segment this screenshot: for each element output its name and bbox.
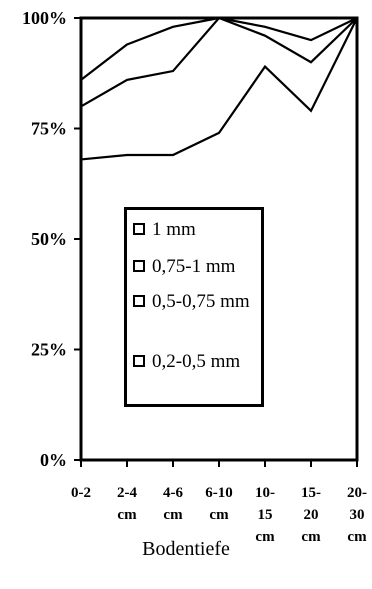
y-tick-label: 100% bbox=[22, 8, 67, 28]
legend-item: 0,75-1 mm bbox=[133, 255, 256, 278]
legend-item: 0,5-0,75 mm bbox=[133, 290, 256, 313]
x-tick-label: 4-6 cm bbox=[163, 485, 183, 523]
y-tick-label: 25% bbox=[31, 340, 67, 360]
legend-label: 0,2-0,5 mm bbox=[152, 351, 241, 372]
legend-item: 1 mm bbox=[133, 218, 256, 241]
legend-item: 0,2-0,5 mm bbox=[133, 350, 256, 373]
legend-swatch-icon bbox=[133, 355, 145, 367]
x-tick-label: 6-10 cm bbox=[205, 485, 233, 523]
legend-label: 0,75-1 mm bbox=[152, 256, 236, 277]
legend-label: 1 mm bbox=[152, 219, 196, 240]
x-tick-label: 0-2 bbox=[71, 485, 91, 501]
y-tick-label: 0% bbox=[40, 450, 67, 470]
x-tick-label: 15-20 cm bbox=[301, 485, 321, 545]
legend-swatch-icon bbox=[133, 295, 145, 307]
x-tick-label: 10-15 cm bbox=[255, 485, 275, 545]
series-line-1 bbox=[80, 16, 358, 81]
legend: 1 mm 0,75-1 mm 0,5-0,75 mm 0,2-0,5 mm bbox=[124, 207, 264, 407]
legend-label: 0,5-0,75 mm bbox=[152, 291, 250, 312]
x-tick-label: 20-30 cm bbox=[347, 485, 367, 545]
x-tick-label: 2-4 cm bbox=[117, 485, 137, 523]
y-tick-label: 50% bbox=[31, 229, 67, 249]
y-tick-label: 75% bbox=[31, 119, 67, 139]
legend-swatch-icon bbox=[133, 223, 145, 235]
legend-swatch-icon bbox=[133, 260, 145, 272]
series-line-3 bbox=[80, 17, 358, 161]
series-line-2 bbox=[80, 16, 358, 108]
x-axis-title: Bodentiefe bbox=[142, 538, 230, 560]
